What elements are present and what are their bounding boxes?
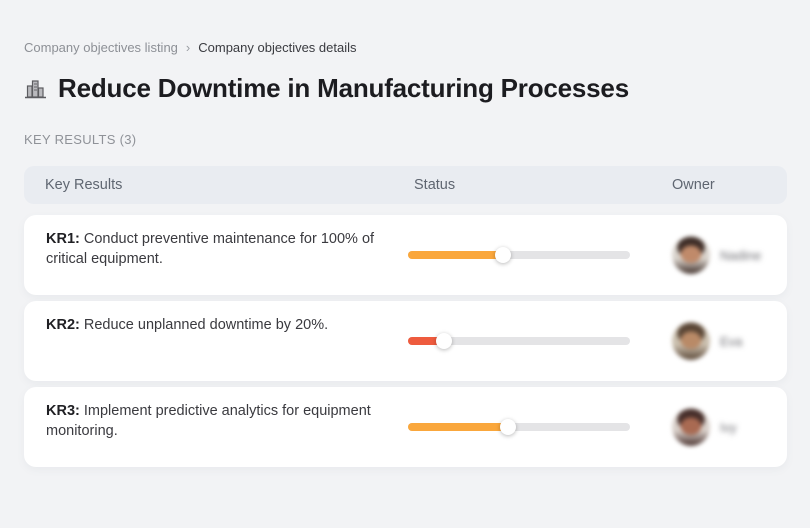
progress-fill <box>408 423 508 431</box>
content-area: Company objectives listing › Company obj… <box>24 0 787 473</box>
progress-slider[interactable] <box>408 247 630 263</box>
chevron-right-icon: › <box>185 40 191 55</box>
table-row[interactable]: KR2: Reduce unplanned downtime by 20%. E… <box>24 301 787 381</box>
title-row: Reduce Downtime in Manufacturing Process… <box>24 73 787 104</box>
kr-description: KR2: Reduce unplanned downtime by 20%. <box>46 315 376 335</box>
column-header-owner: Owner <box>672 177 715 193</box>
table-header: Key Results Status Owner <box>24 166 787 204</box>
breadcrumb: Company objectives listing › Company obj… <box>24 40 787 55</box>
kr-id-label: KR2: <box>46 317 80 333</box>
progress-fill <box>408 337 444 345</box>
column-header-status: Status <box>414 177 456 193</box>
kr-text: Conduct preventive maintenance for 100% … <box>46 231 375 267</box>
kr-text: Reduce unplanned downtime by 20%. <box>79 317 329 333</box>
owner-cell: Ivy <box>672 408 737 446</box>
kr-text: Implement predictive analytics for equip… <box>46 403 371 439</box>
breadcrumb-item-details[interactable]: Company objectives details <box>198 40 357 55</box>
owner-cell: Eva <box>672 322 742 360</box>
progress-slider[interactable] <box>408 419 630 435</box>
owner-avatar <box>672 408 710 446</box>
kr-id-label: KR1: <box>46 231 80 247</box>
progress-handle[interactable] <box>435 333 452 349</box>
kr-description: KR3: Implement predictive analytics for … <box>46 401 376 441</box>
owner-cell: Nadine <box>672 236 761 274</box>
buildings-icon <box>24 78 48 100</box>
progress-handle[interactable] <box>495 247 512 263</box>
breadcrumb-item-listing[interactable]: Company objectives listing <box>24 40 178 55</box>
progress-slider[interactable] <box>408 333 630 349</box>
progress-handle[interactable] <box>499 419 516 435</box>
owner-name: Eva <box>720 333 743 349</box>
owner-name: Nadine <box>720 247 762 263</box>
owner-avatar <box>672 322 710 360</box>
kr-description: KR1: Conduct preventive maintenance for … <box>46 229 376 269</box>
key-results-count-label: KEY RESULTS (3) <box>24 132 137 147</box>
key-results-list: KR1: Conduct preventive maintenance for … <box>24 215 787 467</box>
table-row[interactable]: KR1: Conduct preventive maintenance for … <box>24 215 787 295</box>
owner-name: Ivy <box>720 419 737 435</box>
kr-id-label: KR3: <box>46 403 80 419</box>
progress-fill <box>408 251 504 259</box>
page-title: Reduce Downtime in Manufacturing Process… <box>58 73 629 103</box>
owner-avatar <box>672 236 710 274</box>
column-header-key-results: Key Results <box>45 177 123 193</box>
table-row[interactable]: KR3: Implement predictive analytics for … <box>24 387 787 467</box>
